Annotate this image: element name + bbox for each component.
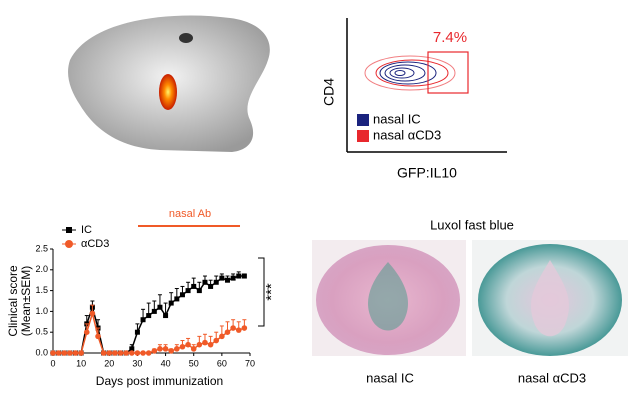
legend-label: nasal IC xyxy=(373,111,421,126)
data-point xyxy=(208,283,214,289)
data-point xyxy=(100,350,107,356)
data-point xyxy=(202,279,208,285)
data-point xyxy=(55,350,62,356)
data-point xyxy=(61,350,68,356)
data-point xyxy=(213,337,220,344)
data-point xyxy=(174,296,180,302)
x-tick-label: 70 xyxy=(245,358,255,368)
data-point xyxy=(151,348,158,354)
histology-caption: nasal IC xyxy=(366,370,414,385)
gate xyxy=(427,51,469,94)
y-axis-label: CD4 xyxy=(321,78,337,106)
y-tick-label: 1.5 xyxy=(35,285,48,295)
x-tick-label: 40 xyxy=(161,358,171,368)
data-point xyxy=(191,283,197,289)
data-point xyxy=(134,329,140,335)
data-point xyxy=(219,275,225,281)
data-point xyxy=(163,313,169,319)
y-axis-label: (Mean±SEM) xyxy=(19,266,33,337)
data-point xyxy=(230,275,236,281)
data-point xyxy=(162,346,169,352)
contours xyxy=(364,55,456,91)
x-tick-label: 30 xyxy=(132,358,142,368)
data-point xyxy=(241,325,248,331)
data-point xyxy=(179,343,186,350)
data-point xyxy=(129,346,135,352)
histology-caption: nasal αCD3 xyxy=(518,370,586,385)
data-point xyxy=(174,346,180,352)
legend-label: nasal αCD3 xyxy=(373,127,441,142)
data-point xyxy=(202,339,208,346)
data-point xyxy=(140,350,146,356)
x-tick-label: 60 xyxy=(217,358,227,368)
data-point xyxy=(157,304,163,310)
data-point xyxy=(224,329,231,336)
data-point xyxy=(157,346,163,352)
x-tick-label: 50 xyxy=(189,358,199,368)
data-point xyxy=(129,350,135,356)
data-point xyxy=(95,333,101,340)
x-tick-label: 10 xyxy=(76,358,86,368)
y-axis-label: Clinical score xyxy=(6,265,20,337)
data-point xyxy=(241,273,247,279)
data-point xyxy=(168,348,174,354)
gate-percentage: 7.4% xyxy=(433,29,467,46)
data-point xyxy=(72,350,79,356)
data-point xyxy=(123,350,129,356)
mouse-image xyxy=(68,15,270,153)
y-tick-label: 1.0 xyxy=(35,306,48,316)
histology-title: Luxol fast blue xyxy=(430,217,514,232)
y-tick-label: 2.0 xyxy=(35,264,48,274)
legend-swatch xyxy=(357,114,369,126)
data-point xyxy=(89,310,96,317)
data-point xyxy=(235,327,242,333)
data-point xyxy=(112,350,118,356)
x-tick-label: 0 xyxy=(50,358,55,368)
legend-label: αCD3 xyxy=(81,238,109,250)
data-point xyxy=(219,333,225,340)
data-point xyxy=(168,300,174,306)
data-point xyxy=(145,350,152,356)
y-tick-label: 0.0 xyxy=(35,347,48,357)
significance-bracket xyxy=(258,257,265,327)
data-point xyxy=(106,350,113,356)
legend-swatch xyxy=(357,130,369,142)
data-point xyxy=(151,308,157,314)
data-point xyxy=(146,313,152,319)
annotation: nasal Ab xyxy=(169,208,211,220)
y-tick-label: 2.5 xyxy=(35,243,48,253)
data-point xyxy=(224,277,230,283)
data-point xyxy=(207,341,214,348)
x-axis-label: GFP:IL10 xyxy=(397,165,457,181)
data-point xyxy=(117,350,124,356)
line-chart: 0.0 0.5 1.0 1.5 2.0 2.5 0 10 20 30 40 50 60 70 Days po… xyxy=(6,208,280,388)
data-point xyxy=(50,350,56,356)
data-point xyxy=(140,317,146,323)
data-point xyxy=(185,288,191,294)
data-point xyxy=(185,341,191,348)
x-tick-label: 20 xyxy=(104,358,114,368)
data-point xyxy=(213,279,219,285)
data-point xyxy=(196,288,202,294)
data-point xyxy=(230,325,236,331)
data-point xyxy=(134,350,141,356)
y-tick-label: 0.5 xyxy=(35,327,48,337)
data-point xyxy=(83,329,90,336)
data-point xyxy=(179,292,185,298)
data-point xyxy=(196,341,203,348)
annotation: *** xyxy=(263,283,280,301)
data-point xyxy=(67,350,73,356)
data-point xyxy=(78,350,84,356)
x-axis-label: Days post immunization xyxy=(96,374,223,388)
data-point xyxy=(236,273,242,279)
legend-label: IC xyxy=(81,224,92,236)
data-point xyxy=(190,346,197,352)
histology xyxy=(312,240,628,356)
